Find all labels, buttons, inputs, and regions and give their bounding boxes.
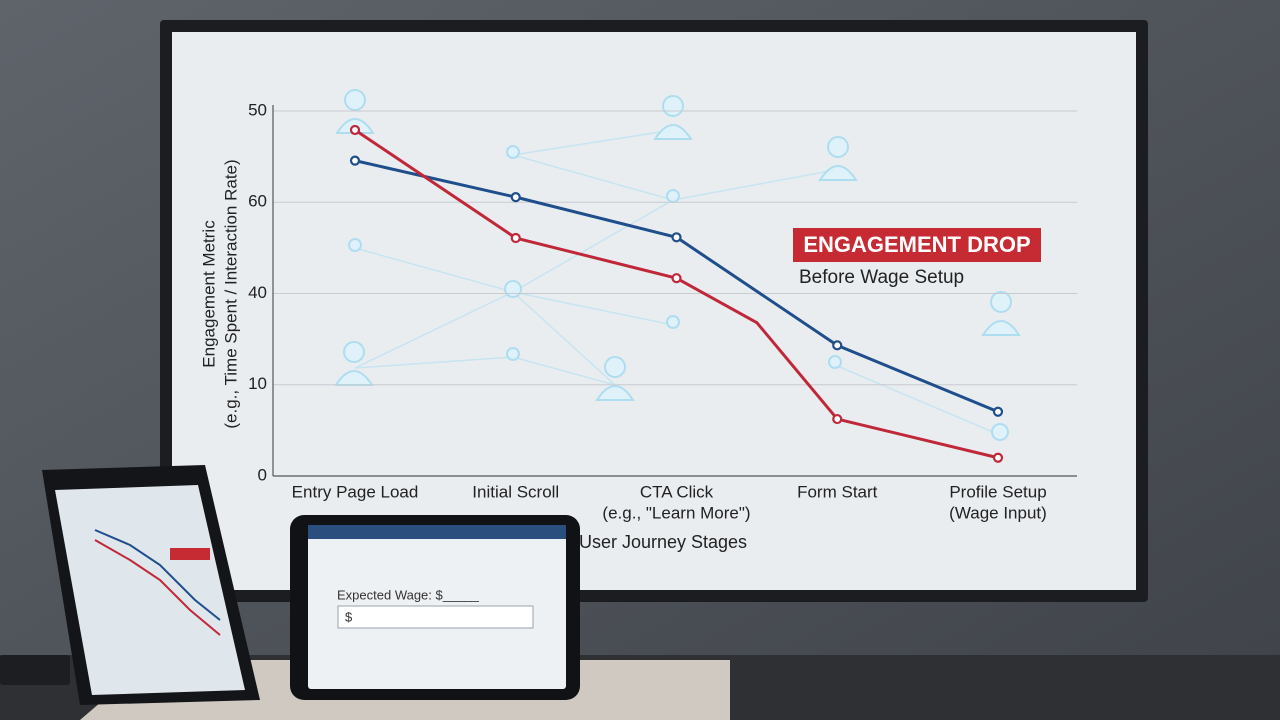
laptop-decoration bbox=[94, 529, 221, 621]
x-tick-label: Form Start bbox=[797, 482, 878, 501]
x-tick-label: Initial Scroll bbox=[472, 482, 559, 501]
x-tick-label: Entry Page Load bbox=[292, 482, 419, 501]
x-tick-label: (e.g., "Learn More") bbox=[602, 503, 750, 522]
y-tick-label: 40 bbox=[248, 283, 267, 302]
tablet-header bbox=[308, 525, 566, 539]
annotation-title: ENGAGEMENT DROP bbox=[803, 232, 1030, 257]
x-tick-label: CTA Click bbox=[640, 482, 714, 501]
data-point bbox=[510, 192, 521, 203]
data-point bbox=[510, 232, 521, 244]
data-point bbox=[349, 155, 361, 166]
x-tick-label: Profile Setup bbox=[949, 482, 1046, 501]
laptop-screen bbox=[55, 485, 245, 695]
laptop-decoration bbox=[170, 548, 210, 560]
data-point bbox=[671, 232, 682, 243]
data-point bbox=[832, 340, 843, 351]
plot: 0 10 40 60 50 Entry Page Load Initial Scroll CT… bbox=[248, 100, 1077, 522]
tablet-label: Expected Wage: $_____ bbox=[337, 587, 480, 602]
series-line bbox=[354, 128, 999, 460]
annotation-box bbox=[793, 228, 1041, 262]
data-point bbox=[349, 124, 361, 136]
annotation-subtitle: Before Wage Setup bbox=[799, 267, 964, 288]
y-axis-label: Engagement Metric bbox=[199, 220, 218, 368]
y-tick-label: 60 bbox=[248, 192, 267, 211]
x-tick-label: (Wage Input) bbox=[949, 503, 1047, 522]
tablet-input bbox=[337, 605, 534, 629]
monitor-screen bbox=[172, 32, 1136, 590]
data-point bbox=[832, 413, 843, 425]
data-point bbox=[992, 406, 1004, 417]
y-tick-label: 50 bbox=[248, 100, 267, 119]
y-axis-label: (e.g., Time Spent / Interaction Rate) bbox=[221, 159, 240, 428]
y-tick-label: 0 bbox=[258, 465, 267, 484]
data-point bbox=[992, 452, 1004, 463]
x-axis-label: User Journey Stages bbox=[579, 532, 747, 552]
y-tick-label: 10 bbox=[248, 374, 267, 393]
phone bbox=[0, 655, 70, 685]
data-point bbox=[671, 273, 682, 284]
tablet-input-text: $ bbox=[345, 609, 353, 624]
laptop-decoration bbox=[94, 539, 221, 636]
